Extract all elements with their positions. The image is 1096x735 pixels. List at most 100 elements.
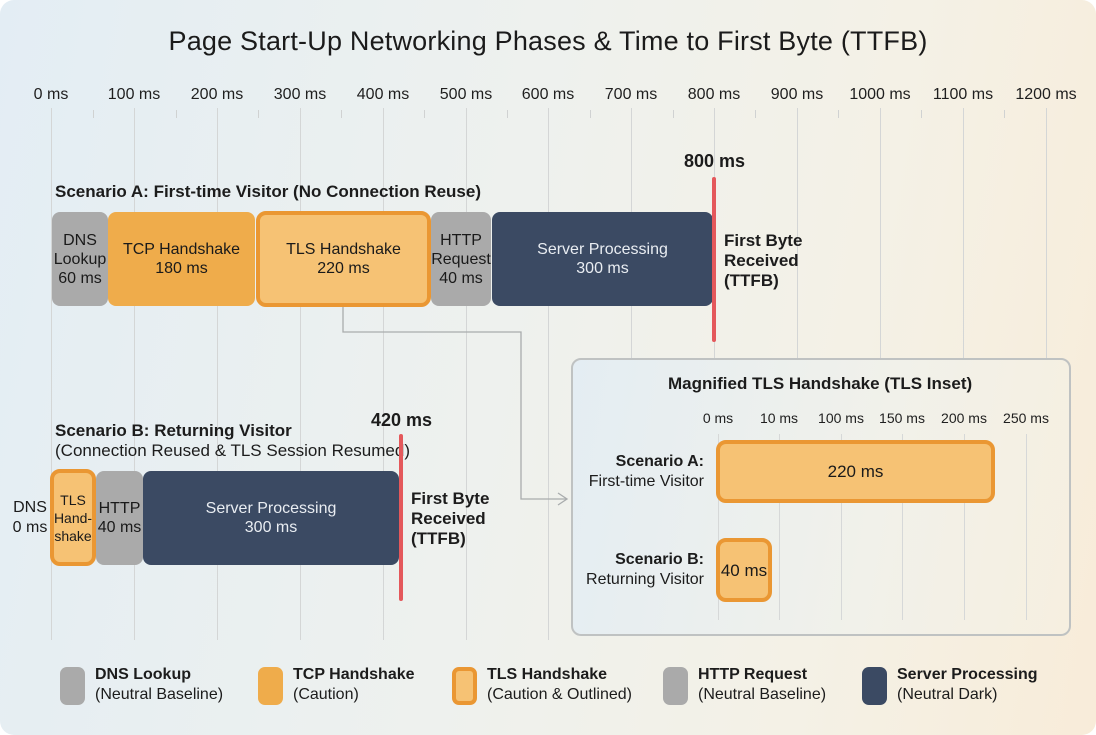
minor-tick (93, 110, 94, 118)
gridline (51, 108, 52, 640)
inset-title: Magnified TLS Handshake (TLS Inset) (668, 374, 973, 393)
bar-label: Lookup (53, 250, 107, 268)
gridline (797, 108, 798, 358)
gridline (466, 108, 467, 640)
gridline (880, 108, 881, 358)
inset-gridline (718, 434, 719, 620)
bar-label: TCP Handshake (122, 241, 241, 258)
scenario-b-subtitle: (Connection Reused & TLS Session Resumed… (55, 441, 410, 460)
inset-bar-b-tls[interactable]: 40 ms (716, 538, 772, 602)
bar-value: 220 ms (827, 462, 884, 481)
bar-b-server-processing[interactable]: Server Processing 300 ms (143, 471, 399, 565)
axis-tick-label: 900 ms (770, 86, 824, 103)
inset-tick-label: 250 ms (1003, 410, 1049, 426)
gridline (300, 108, 301, 640)
minor-tick (755, 110, 756, 118)
axis-tick-label: 1200 ms (1015, 86, 1077, 103)
bar-label: DNS (63, 231, 97, 249)
ttfb-a-time: 800 ms (684, 151, 746, 171)
axis-tick-label: 400 ms (356, 86, 410, 103)
inset-tick-label: 0 ms (702, 410, 734, 426)
inset-bar-a-tls[interactable]: 220 ms (716, 440, 995, 503)
bar-a-server-processing[interactable]: Server Processing 300 ms (492, 212, 713, 306)
bar-label: Server Processing (537, 241, 668, 258)
bar-label: Server Processing (205, 500, 337, 517)
ttfb-b-label: First Byte Received (TTFB) (411, 489, 490, 548)
bar-value: 300 ms (576, 260, 629, 277)
inset-row-label-b: Scenario B: Returning Visitor (586, 551, 704, 588)
axis-tick-label: 300 ms (273, 86, 327, 103)
bar-a-http-request[interactable]: HTTP Request 40 ms (431, 212, 491, 306)
minor-tick (1004, 110, 1005, 118)
bar-label: TLS Handshake (286, 241, 401, 258)
legend-swatch (663, 667, 688, 705)
scenario-b-dns-label: DNS 0 ms (12, 499, 48, 536)
chart-title: Page Start-Up Networking Phases & Time t… (168, 26, 928, 56)
axis-tick-label: 800 ms (687, 86, 741, 103)
scenario-b-title: Scenario B: Returning Visitor (55, 421, 292, 440)
gridline (217, 108, 218, 640)
bar-value: 180 ms (155, 260, 208, 277)
legend-swatch (862, 667, 887, 705)
bar-value: 220 ms (317, 260, 370, 277)
ttfb-b-time: 420 ms (371, 410, 433, 430)
bar-a-dns-lookup[interactable]: DNS Lookup 60 ms (52, 212, 108, 306)
ttfb-b-marker (399, 434, 403, 601)
bar-label: Request (431, 250, 491, 268)
axis-tick-label: 600 ms (521, 86, 575, 103)
inset-gridline (902, 434, 903, 620)
minor-tick (507, 110, 508, 118)
minor-tick (673, 110, 674, 118)
axis-tick-label: 1100 ms (932, 86, 994, 103)
axis-tick-label: 1000 ms (849, 86, 911, 103)
bar-value: 300 ms (244, 519, 298, 536)
scenario-a-title: Scenario A: First-time Visitor (No Conne… (55, 182, 482, 201)
bar-label: Hand- (53, 509, 93, 526)
inset-tick-label: 150 ms (879, 410, 925, 426)
inset-gridline (779, 434, 780, 620)
bar-label: shake (54, 527, 92, 544)
inset-gridline (841, 434, 842, 620)
bar-b-http-request[interactable]: HTTP 40 ms (96, 471, 143, 565)
inset-gridline (964, 434, 965, 620)
inset-tick-label: 100 ms (818, 410, 864, 426)
gridline (1046, 108, 1047, 358)
minor-tick (176, 110, 177, 118)
gridline (134, 108, 135, 640)
axis-tick-label: 700 ms (604, 86, 658, 103)
legend-swatch (60, 667, 85, 705)
minor-tick (921, 110, 922, 118)
bar-b-tls-handshake[interactable]: TLS Hand- shake (50, 469, 96, 566)
gridline (383, 108, 384, 640)
bar-value: 60 ms (58, 269, 102, 287)
bar-a-tls-handshake[interactable]: TLS Handshake 220 ms (256, 211, 431, 307)
ttfb-a-marker (712, 177, 716, 342)
bar-label: HTTP (440, 231, 482, 249)
gridline (548, 108, 549, 640)
minor-tick (590, 110, 591, 118)
gridline (963, 108, 964, 358)
axis-tick-label: 0 ms (33, 86, 69, 103)
axis-tick-label: 200 ms (190, 86, 244, 103)
inset-gridline (1026, 434, 1027, 620)
bar-a-tcp-handshake[interactable]: TCP Handshake 180 ms (108, 212, 255, 306)
bar-label: TLS (60, 491, 86, 508)
minor-tick (258, 110, 259, 118)
bar-value: 40 ms (720, 560, 768, 580)
legend-swatch (258, 667, 283, 705)
ttfb-a-label: First Byte Received (TTFB) (724, 231, 803, 290)
inset-tick-label: 200 ms (941, 410, 987, 426)
axis-tick-label: 500 ms (439, 86, 493, 103)
bar-label: HTTP (98, 500, 141, 517)
bar-value: 40 ms (439, 269, 483, 287)
axis-tick-label: 100 ms (107, 86, 161, 103)
minor-tick (424, 110, 425, 118)
legend-swatch (452, 667, 477, 705)
minor-tick (838, 110, 839, 118)
inset-tick-label: 10 ms (759, 410, 799, 426)
inset-row-label-a: Scenario A: First-time Visitor (588, 453, 704, 490)
bar-value: 40 ms (97, 519, 142, 536)
minor-tick (341, 110, 342, 118)
